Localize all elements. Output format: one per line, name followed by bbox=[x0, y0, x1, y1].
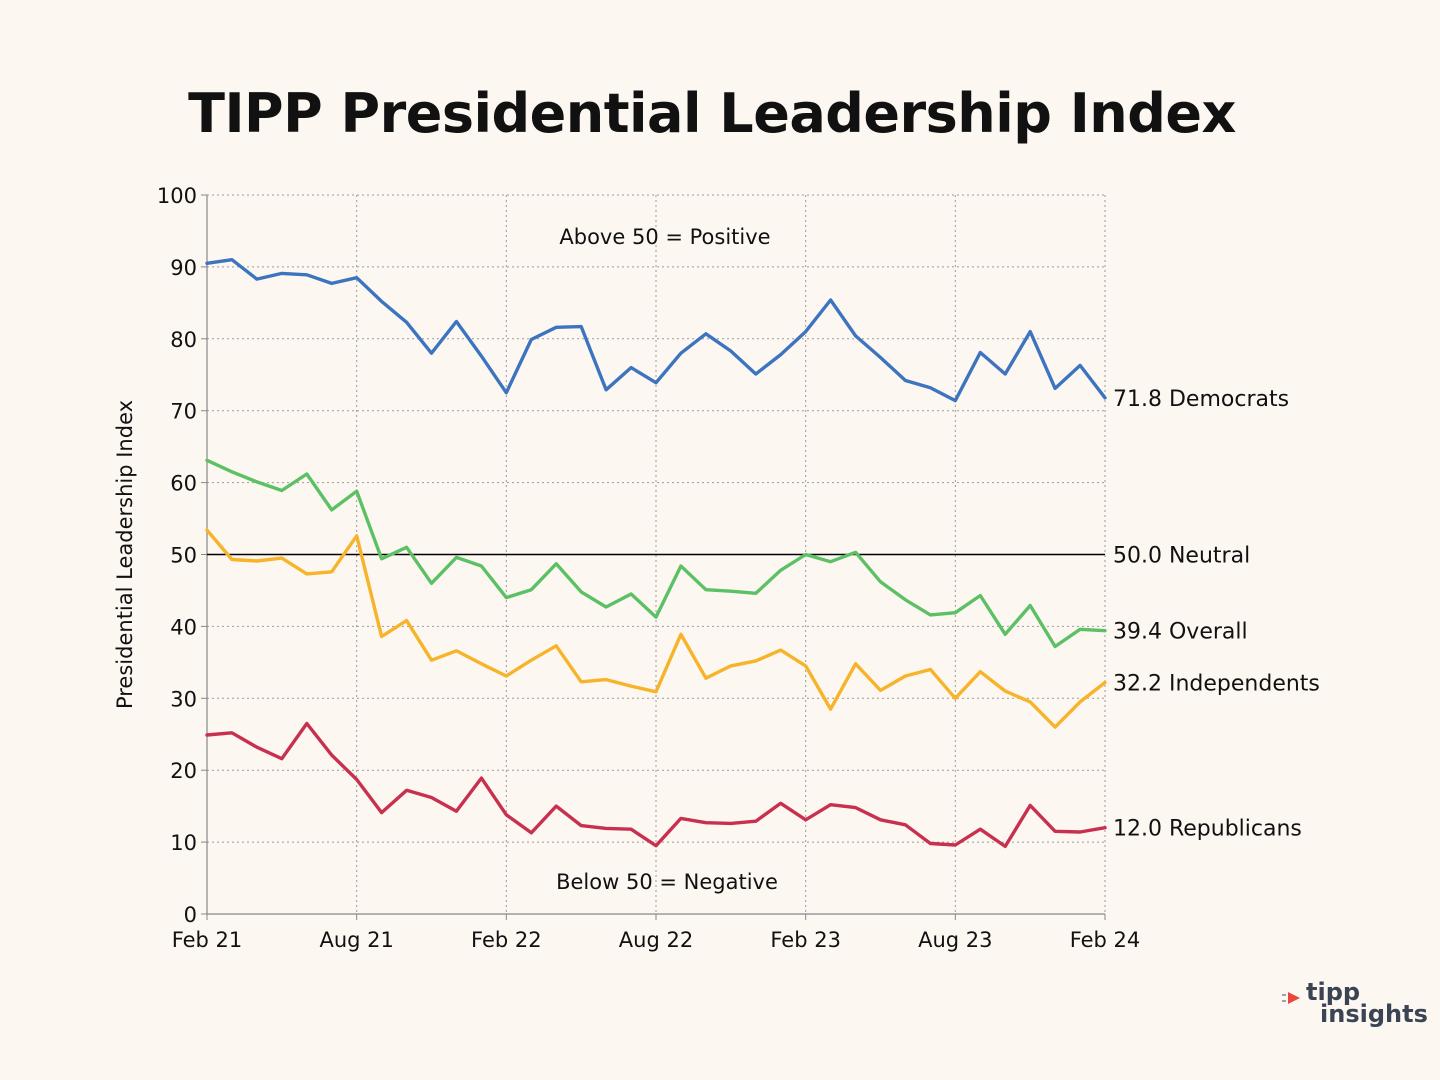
end-label-democrats: 71.8 Democrats bbox=[1113, 387, 1289, 412]
chart-title: TIPP Presidential Leadership Index bbox=[188, 82, 1236, 145]
y-tick-label: 40 bbox=[170, 615, 197, 639]
series-line-republicans bbox=[205, 721, 1107, 849]
x-tick-label: Feb 21 bbox=[172, 928, 243, 952]
logo-arrow-icon bbox=[1282, 992, 1300, 1004]
series-line-overall bbox=[205, 458, 1107, 649]
series-line-democrats bbox=[205, 258, 1107, 403]
labels: 50.0 Neutral 71.8 Democrats 39.4 Overall 32… bbox=[556, 225, 1320, 894]
y-tick-label: 20 bbox=[170, 759, 197, 783]
y-tick-label: 30 bbox=[170, 687, 197, 711]
annotation-below-negative: Below 50 = Negative bbox=[556, 870, 778, 894]
end-label-republicans: 12.0 Republicans bbox=[1113, 817, 1302, 842]
x-tick-label: Aug 23 bbox=[918, 928, 992, 952]
y-tick-label: 100 bbox=[157, 184, 197, 208]
series-line-independents bbox=[205, 528, 1107, 729]
y-tick-label: 60 bbox=[170, 472, 197, 496]
y-tick-label: 50 bbox=[170, 544, 197, 568]
y-tick-label: 90 bbox=[170, 256, 197, 280]
neutral-line-label: 50.0 Neutral bbox=[1113, 544, 1250, 569]
end-label-independents: 32.2 Independents bbox=[1113, 671, 1320, 696]
y-tick-label: 0 bbox=[184, 903, 197, 927]
y-tick-label: 80 bbox=[170, 328, 197, 352]
x-tick-label: Feb 24 bbox=[1070, 928, 1141, 952]
x-tick-label: Aug 21 bbox=[319, 928, 393, 952]
y-tick-label: 10 bbox=[170, 831, 197, 855]
y-tick-label: 70 bbox=[170, 400, 197, 424]
tipp-insights-logo: tipp insights bbox=[1282, 978, 1432, 1038]
end-label-overall: 39.4 Overall bbox=[1113, 620, 1248, 645]
annotation-above-positive: Above 50 = Positive bbox=[559, 225, 770, 249]
series-lines bbox=[205, 258, 1107, 849]
x-tick-label: Feb 23 bbox=[770, 928, 841, 952]
axes: 0 10 20 30 40 50 60 70 80 90 100 Feb 21 Aug 21 Feb 22… bbox=[113, 184, 1140, 952]
y-axis-title: Presidential Leadership Index bbox=[113, 400, 137, 709]
logo-text-insights: insights bbox=[1320, 1000, 1428, 1028]
x-tick-label: Aug 22 bbox=[619, 928, 693, 952]
x-tick-label: Feb 22 bbox=[471, 928, 542, 952]
logo-text-tipp: tipp bbox=[1306, 978, 1361, 1006]
